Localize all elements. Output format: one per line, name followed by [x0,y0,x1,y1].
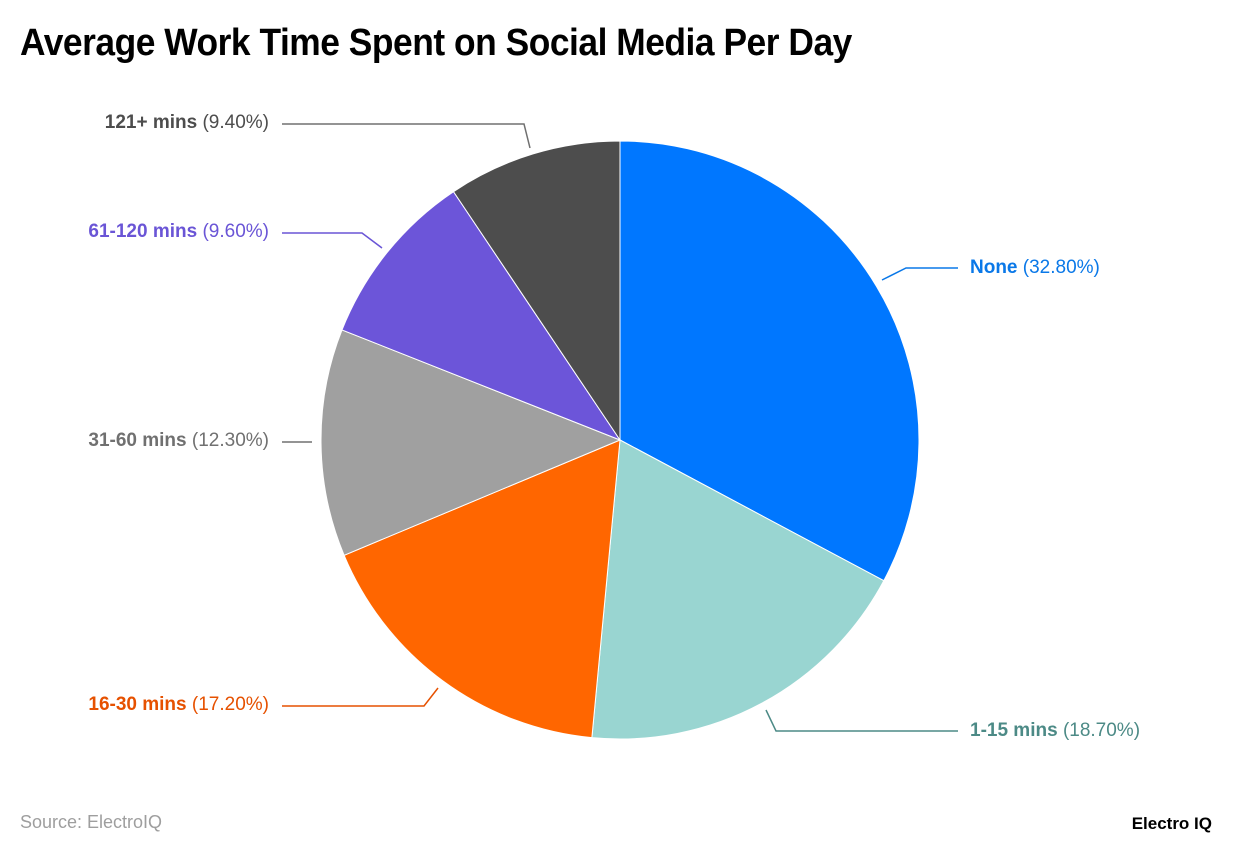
leader-line-16-30 [282,687,439,707]
pie-slice-31-60-mins [320,329,622,556]
label-61-120-mins: 61-120 mins (9.60%) [88,221,269,242]
label-1-15-mins: 1-15 mins (18.70%) [970,720,1141,741]
pie-slice-61-120-mins [341,190,622,442]
label-16-30-mins: 16-30 mins (17.20%) [88,694,269,715]
leader-line-none [881,267,958,281]
label-31-60-mins: 31-60 mins (12.30%) [88,430,269,451]
leader-lines [282,123,958,732]
pie-slice-121-mins [452,140,621,442]
label-none: None (32.80%) [970,257,1100,278]
leader-line-61-120 [282,232,383,249]
leader-line-1-15 [765,709,958,732]
leader-line-121 [282,123,531,149]
label-121-plus-mins: 121+ mins (9.40%) [104,112,269,133]
brand-logo: Electro IQ [1131,814,1212,833]
chart-title: Average Work Time Spent on Social Media … [20,22,852,64]
source-note: Source: ElectroIQ [20,812,163,832]
pie-slice-16-30-mins [343,439,621,739]
pie-slice-1-15-mins [591,439,885,740]
pie-slices [320,140,920,740]
pie-slice-none [619,140,920,582]
